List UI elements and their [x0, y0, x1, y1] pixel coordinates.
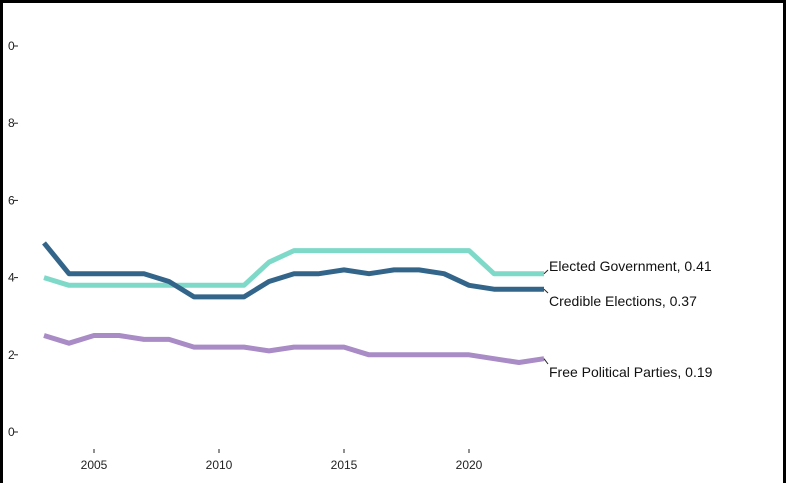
end-labels: Elected Government, 0.41 Credible Electio…: [543, 258, 713, 380]
y-tick-label: 8: [8, 116, 15, 130]
series-line-credible-elections: [42, 241, 544, 300]
y-tick-label: 2: [8, 348, 15, 362]
x-tick-label: 2015: [331, 458, 358, 472]
y-axis: 0 2 4 6 8 0: [8, 39, 18, 439]
series-end-label: Elected Government, 0.41: [549, 258, 712, 274]
series-layer: [42, 241, 545, 365]
x-axis: 2005 2010 2015 2020: [81, 449, 483, 472]
series-end-label: Free Political Parties, 0.19: [549, 364, 713, 380]
y-tick-label: 6: [8, 193, 15, 207]
series-end-label: Credible Elections, 0.37: [549, 293, 697, 309]
end-label-leader: [543, 288, 549, 294]
series-line-elected-government: [43, 248, 544, 288]
end-label-leader: [543, 358, 549, 365]
x-tick-label: 2010: [206, 458, 233, 472]
y-tick-label: 0: [8, 39, 15, 53]
series-line-free-political-parties: [43, 333, 545, 365]
x-tick-label: 2020: [456, 458, 483, 472]
x-tick-label: 2005: [81, 458, 108, 472]
end-label-leader: [543, 269, 549, 275]
y-tick-label: 0: [8, 425, 15, 439]
y-tick-label: 4: [8, 271, 15, 285]
